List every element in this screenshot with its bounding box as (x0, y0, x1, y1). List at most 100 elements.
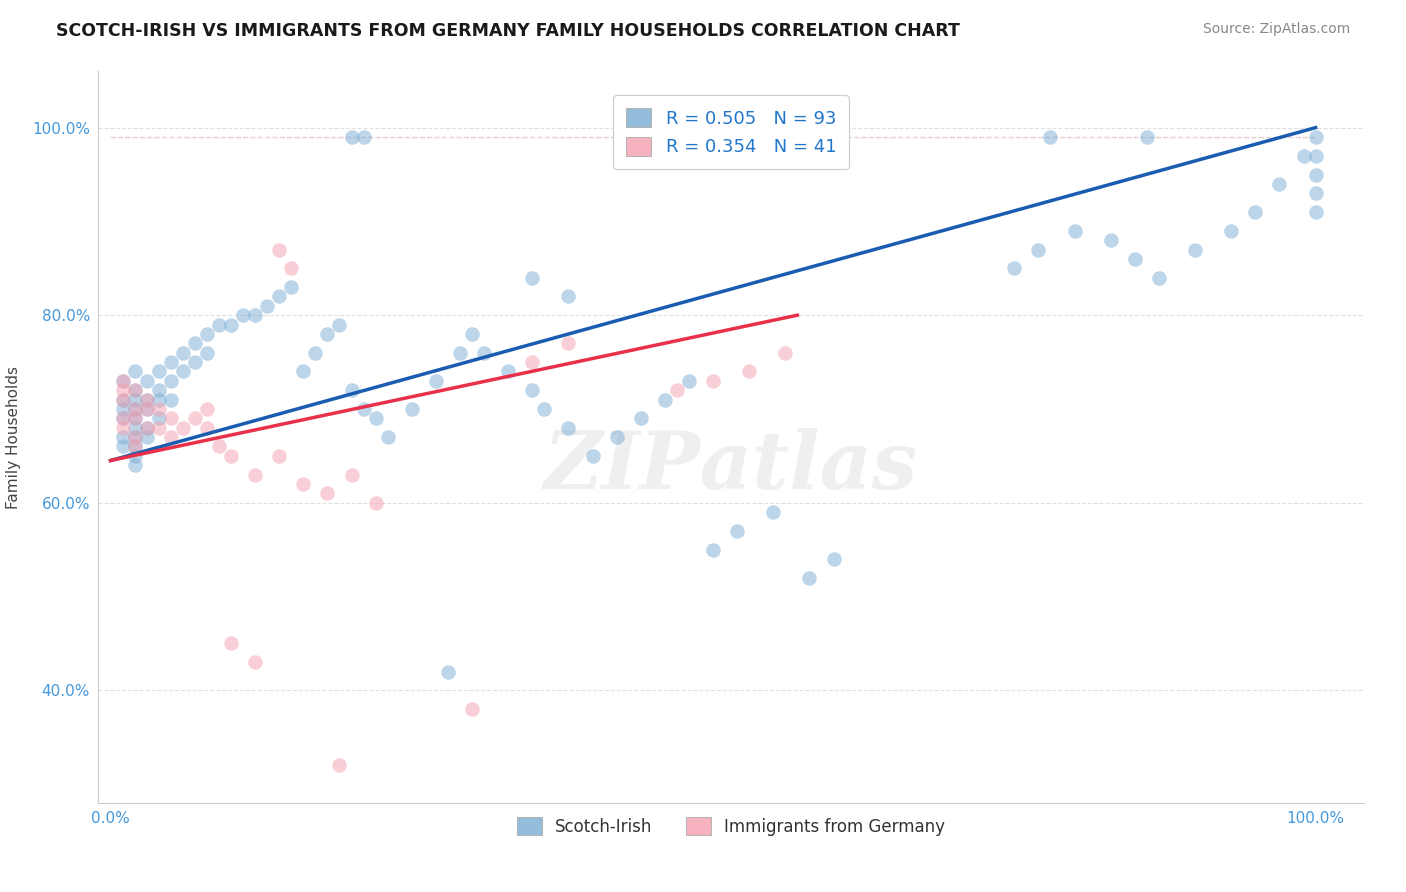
Point (496, 364, 519, 378)
Point (172, 364, 194, 378)
Point (172, 345, 194, 359)
Legend: Scotch-Irish, Immigrants from Germany: Scotch-Irish, Immigrants from Germany (508, 807, 955, 846)
Point (364, 411, 387, 425)
Point (437, 665, 460, 679)
Point (269, 289, 291, 303)
Point (124, 383, 146, 397)
Point (1292, 149, 1315, 163)
Point (208, 440, 231, 454)
Point (135, 420, 157, 434)
Point (1244, 205, 1267, 219)
Point (353, 130, 375, 145)
Point (111, 392, 134, 407)
Point (1123, 252, 1146, 266)
Point (111, 430, 134, 444)
Point (725, 524, 748, 538)
Point (1147, 270, 1170, 285)
Point (1039, 130, 1062, 145)
Point (340, 467, 363, 482)
Point (256, 299, 278, 313)
Point (124, 411, 146, 425)
Point (159, 430, 181, 444)
Point (148, 401, 170, 416)
Point (665, 383, 688, 397)
Point (159, 411, 181, 425)
Point (135, 420, 157, 434)
Point (135, 374, 157, 388)
Point (280, 261, 302, 276)
Point (1002, 261, 1025, 276)
Point (799, 571, 821, 585)
Point (557, 336, 579, 351)
Point (111, 392, 134, 407)
Point (280, 280, 302, 294)
Point (292, 477, 315, 491)
Point (148, 383, 170, 397)
Point (401, 401, 423, 416)
Point (292, 364, 315, 378)
Point (124, 440, 146, 454)
Point (702, 542, 724, 557)
Point (630, 411, 652, 425)
Point (135, 401, 157, 416)
Point (111, 374, 134, 388)
Point (195, 401, 218, 416)
Point (1028, 243, 1050, 257)
Point (111, 411, 134, 425)
Point (461, 702, 484, 716)
Point (377, 430, 399, 444)
Point (461, 326, 484, 341)
Point (219, 449, 242, 463)
Point (135, 392, 157, 407)
Point (1305, 168, 1327, 182)
Point (124, 411, 146, 425)
Point (678, 374, 700, 388)
Point (522, 383, 544, 397)
Point (533, 401, 555, 416)
Point (195, 420, 218, 434)
Point (340, 130, 363, 145)
Point (124, 364, 146, 378)
Point (340, 383, 363, 397)
Point (557, 289, 579, 303)
Point (1305, 205, 1327, 219)
Text: ZIP​atlas: ZIP​atlas (544, 427, 918, 505)
Point (328, 758, 350, 772)
Point (135, 430, 157, 444)
Point (654, 392, 676, 407)
Point (243, 655, 266, 669)
Point (232, 308, 254, 322)
Point (124, 401, 146, 416)
Point (1136, 130, 1159, 145)
Point (1099, 233, 1122, 247)
Point (690, 130, 713, 145)
Point (665, 130, 688, 145)
Point (269, 449, 291, 463)
Point (472, 345, 495, 359)
Point (111, 401, 134, 416)
Point (195, 326, 218, 341)
Point (1268, 177, 1291, 191)
Point (219, 636, 242, 650)
Point (159, 374, 181, 388)
Point (159, 392, 181, 407)
Point (135, 392, 157, 407)
Point (124, 458, 146, 473)
Point (243, 308, 266, 322)
Point (522, 355, 544, 369)
Point (172, 420, 194, 434)
Point (425, 374, 447, 388)
Point (124, 383, 146, 397)
Point (1184, 243, 1206, 257)
Point (124, 430, 146, 444)
Point (111, 440, 134, 454)
Text: Source: ZipAtlas.com: Source: ZipAtlas.com (1202, 22, 1350, 37)
Point (269, 243, 291, 257)
Point (184, 411, 207, 425)
Point (219, 318, 242, 332)
Point (522, 270, 544, 285)
Point (762, 505, 785, 519)
Point (1305, 186, 1327, 201)
Point (148, 411, 170, 425)
Point (1305, 149, 1327, 163)
